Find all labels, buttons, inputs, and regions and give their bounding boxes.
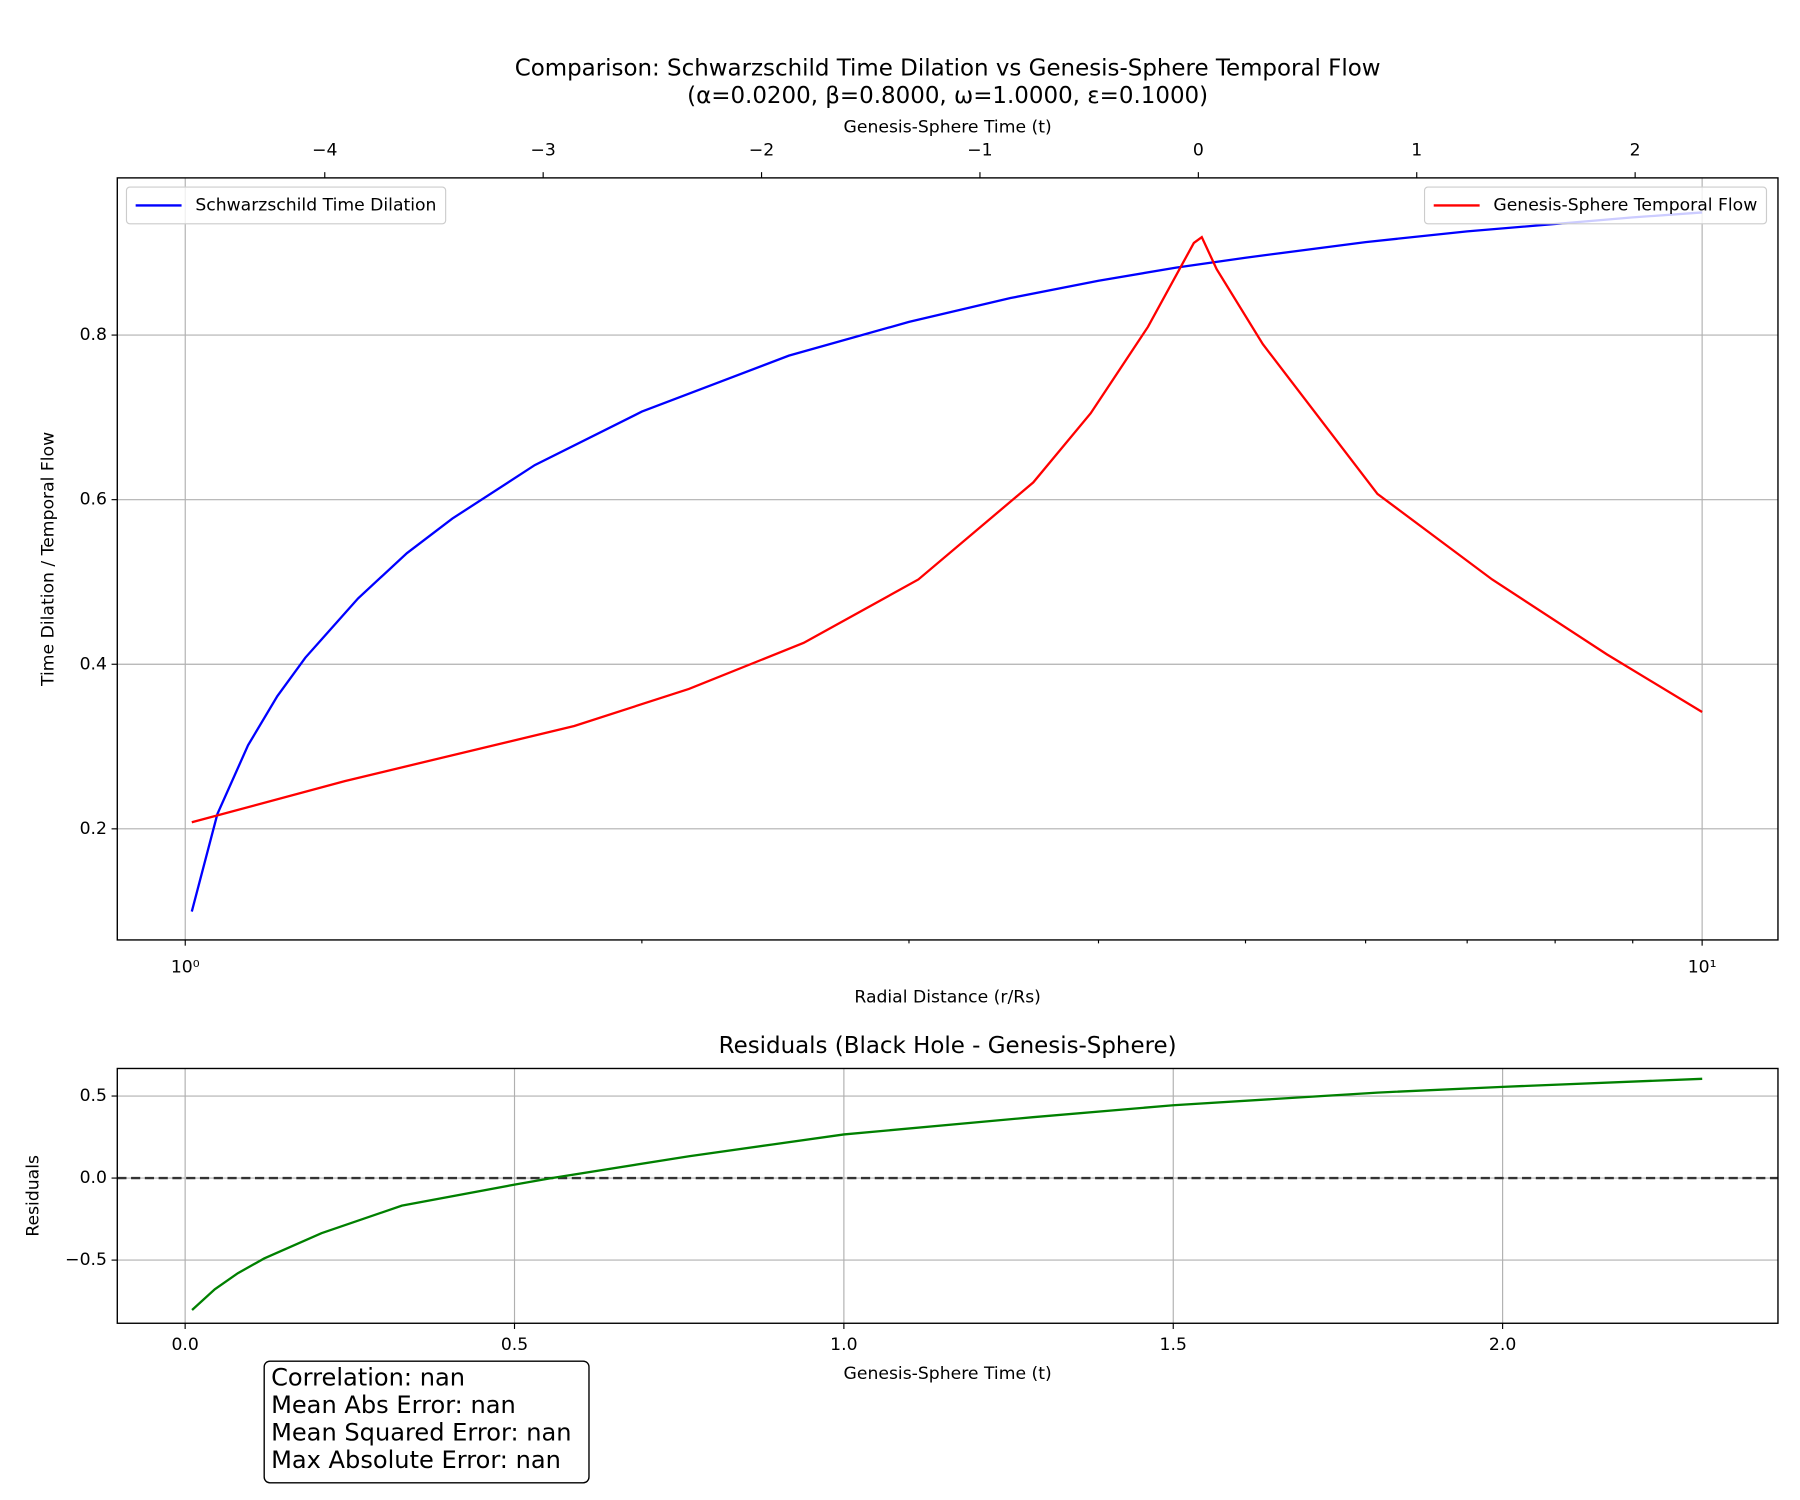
- stats-line: Correlation: nan: [271, 1363, 465, 1391]
- x-tick-label: 10⁰: [171, 957, 200, 977]
- legend: Genesis-Sphere Temporal Flow: [1423, 186, 1768, 225]
- y-axis-label: Time Dilation / Temporal Flow: [38, 432, 58, 687]
- legend-box: [1423, 186, 1768, 225]
- x-tick-label: 0.5: [501, 1335, 528, 1355]
- x-tick-label: 1.5: [1160, 1335, 1187, 1355]
- y-tick-label: 0.6: [80, 490, 107, 510]
- x-tick-label: 0.0: [171, 1335, 198, 1355]
- x-axis-label: Radial Distance (r/Rs): [854, 987, 1041, 1007]
- y-tick-label: −0.5: [65, 1250, 107, 1270]
- stats-frame: [263, 1360, 590, 1484]
- chart-title: Comparison: Schwarzschild Time Dilation …: [515, 55, 1381, 81]
- legend: Schwarzschild Time Dilation: [125, 186, 447, 225]
- x2-tick-label: −2: [749, 140, 774, 160]
- y-tick-label: 0.8: [80, 325, 107, 345]
- y-tick-label: 0.4: [80, 654, 107, 674]
- legend-label: Genesis-Sphere Temporal Flow: [1493, 195, 1757, 215]
- legend-box: [125, 186, 447, 225]
- x2-axis-label: Genesis-Sphere Time (t): [844, 117, 1052, 137]
- y-tick-label: 0.0: [80, 1168, 107, 1188]
- y-axis-label: Residuals: [24, 1155, 44, 1237]
- chart-subtitle: (α=0.0200, β=0.8000, ω=1.0000, ε=0.1000): [687, 83, 1208, 109]
- y-tick-label: 0.2: [80, 819, 107, 839]
- x2-tick-label: −4: [312, 140, 337, 160]
- x2-tick-label: 0: [1193, 140, 1204, 160]
- series-line: [190, 211, 1703, 912]
- plot-frame: [116, 177, 1779, 941]
- stats-line: Mean Squared Error: nan: [271, 1418, 571, 1446]
- series-line: [191, 1077, 1703, 1311]
- x2-tick-label: −3: [530, 140, 555, 160]
- stats-line: Mean Abs Error: nan: [271, 1391, 516, 1419]
- x-tick-label: 1.0: [830, 1335, 857, 1355]
- stats-line: Max Absolute Error: nan: [271, 1446, 561, 1474]
- x-tick-label: 10¹: [1688, 957, 1717, 977]
- x-tick-label: 2.0: [1489, 1335, 1516, 1355]
- series-line: [191, 235, 1703, 824]
- x2-tick-label: 2: [1630, 140, 1641, 160]
- x-axis-label: Genesis-Sphere Time (t): [844, 1364, 1052, 1384]
- legend-label: Schwarzschild Time Dilation: [195, 195, 436, 215]
- chart-title: Residuals (Black Hole - Genesis-Sphere): [719, 1033, 1177, 1059]
- plot-frame: [116, 1067, 1779, 1324]
- y-tick-label: 0.5: [80, 1086, 107, 1106]
- x2-tick-label: 1: [1411, 140, 1422, 160]
- x2-tick-label: −1: [967, 140, 992, 160]
